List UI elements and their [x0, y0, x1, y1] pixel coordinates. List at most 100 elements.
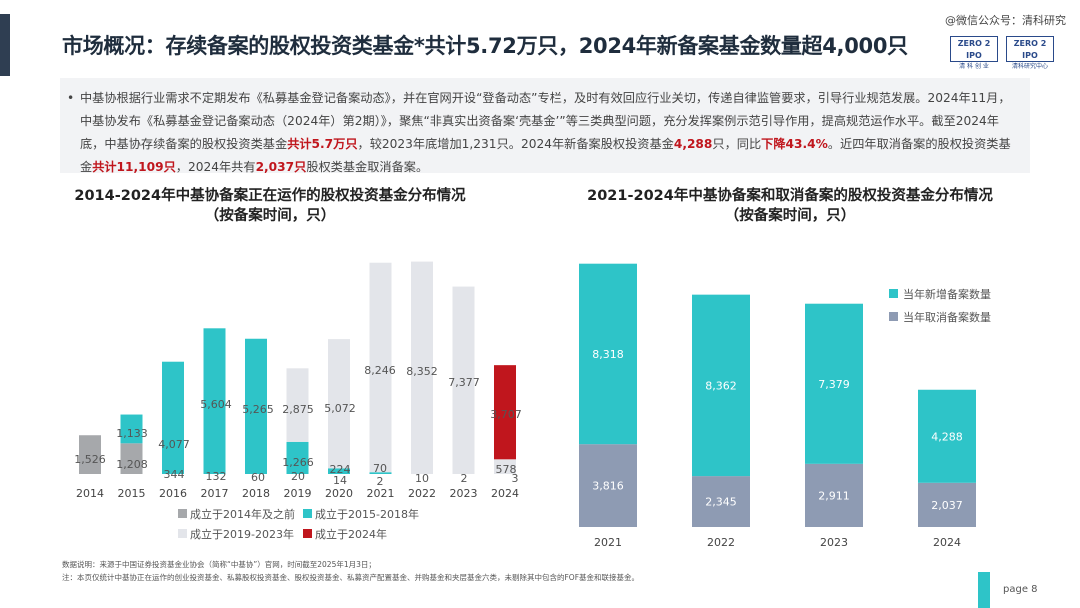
data-label-2019-2: 2,875 [282, 403, 314, 416]
bar-2024-0 [918, 482, 976, 527]
logo-left-top: ZERO 2 IPO [957, 39, 991, 60]
bullet: • [67, 91, 75, 105]
legend-swatch-2 [178, 529, 187, 538]
bar-2023-2 [452, 286, 475, 474]
page-title: 市场概况：存续备案的股权投资类基金*共计5.72万只，2024年新备案基金数量超… [62, 34, 908, 58]
data-label-2023-1: 7,379 [818, 378, 850, 391]
data-label-2020-0: 14 [333, 474, 347, 487]
bar-2022-1 [692, 294, 750, 477]
x-tick-2020: 2020 [325, 487, 353, 500]
data-label-2022-0: 2,345 [705, 496, 737, 509]
page-accent-block [978, 572, 990, 608]
x-tick-2022: 2022 [408, 487, 436, 500]
intro-highlight-4: 共计11,109只 [92, 160, 176, 174]
logo-right-bottom: 清科研究中心 [1011, 63, 1048, 70]
x-tick-2024: 2024 [491, 487, 519, 500]
data-label-2023-0: 2 [461, 472, 468, 485]
bar-2024-2 [494, 459, 516, 474]
bar-2023-1 [805, 303, 863, 464]
footer-note: 注：本页仅统计中基协正在运作的创业投资基金、私募股权投资基金、股权投资基金、私募… [62, 573, 640, 582]
intro-box: • 中基协根据行业需求不定期发布《私募基金登记备案动态》，并在官网开设“登备动态”… [60, 78, 1030, 174]
bar-2020-2 [328, 339, 350, 469]
legend-swatch-1 [889, 312, 898, 321]
intro-text-5: ，2024年共有 [175, 160, 256, 174]
legend-swatch-3 [303, 529, 312, 538]
x-tick-2017: 2017 [201, 487, 229, 500]
logo-right-top: ZERO 2 IPO [1013, 39, 1047, 60]
data-label-2021-0: 2 [377, 475, 384, 488]
data-label-2022-0: 10 [415, 472, 429, 485]
data-label-2023-1: 7,377 [448, 376, 480, 389]
right-chart-title-line1: 2021-2024年中基协备案和取消备案的股权投资基金分布情况 [587, 188, 993, 204]
left-chart-title-line1: 2014-2024年中基协备案正在运作的股权投资基金分布情况 [74, 188, 466, 204]
intro-highlight-5: 2,037只 [255, 160, 307, 174]
logo-left-bottom: 清 科 创 业 [959, 63, 989, 70]
intro-paragraph: • 中基协根据行业需求不定期发布《私募基金登记备案动态》，并在官网开设“登备动态”… [60, 78, 1030, 179]
data-label-2014-0: 1,526 [74, 453, 106, 466]
bar-2021-2 [369, 262, 392, 473]
bar-2016-1 [162, 361, 184, 474]
intro-text-4: 。近四年取消备案的股权投资类基金 [80, 137, 1011, 174]
legend-swatch-0 [178, 509, 187, 518]
intro-text-3: 只，同比 [712, 137, 762, 151]
data-label-2021-0: 3,816 [592, 480, 624, 493]
x-tick-2016: 2016 [159, 487, 187, 500]
legend-label-3: 成立于2024年 [315, 527, 387, 541]
bar-2018-1 [245, 338, 267, 474]
legend-swatch-1 [303, 509, 312, 518]
bar-2020-1 [328, 468, 350, 474]
x-tick-2015: 2015 [118, 487, 146, 500]
zero2ipo-research-logo: ZERO 2 IPO 清科研究中心 [1006, 36, 1054, 70]
data-label-2024-0: 2,037 [931, 499, 963, 512]
left-chart-title-line2: （按备案时间，只） [204, 208, 336, 224]
data-label-2015-1: 1,133 [116, 427, 148, 440]
bar-2021-1 [579, 263, 637, 445]
x-tick-2021: 2021 [367, 487, 395, 500]
x-tick-2021: 2021 [594, 536, 622, 549]
data-label-2019-1: 1,266 [282, 456, 314, 469]
data-label-2024-2: 3,707 [490, 408, 522, 421]
footer-source: 数据说明：来源于中国证券投资基金业协会（简称“中基协”）官网，时间截至2025年… [62, 560, 376, 569]
bar-2015-1 [120, 414, 143, 444]
right-chart-title-line2: （按备案时间，只） [724, 208, 856, 224]
zero2ipo-ventures-logo: ZERO 2 IPO 清 科 创 业 [950, 36, 998, 70]
intro-text-1: 中基协根据行业需求不定期发布《私募基金登记备案动态》，并在官网开设“登备动态”专… [80, 91, 1011, 151]
bar-2022-0 [692, 476, 750, 527]
x-tick-2014: 2014 [76, 487, 104, 500]
data-label-2018-1: 5,265 [242, 403, 274, 416]
data-label-2015-0: 1,208 [116, 458, 148, 471]
right-stacked-bar-chart: 3,816 8,318 2021 2,345 8,362 2022 2,911 7,379 20… [579, 263, 991, 549]
legend-label-0: 当年新增备案数量 [903, 287, 991, 301]
data-label-2021-2: 8,246 [364, 364, 396, 377]
bar-2024-1 [918, 389, 976, 483]
intro-highlight-3: 下降43.4% [761, 137, 828, 151]
bar-2019-2 [286, 368, 309, 442]
bar-2017-1 [203, 328, 226, 474]
bar-2021-1 [369, 472, 392, 474]
data-label-2016-0: 344 [164, 468, 185, 481]
x-tick-2022: 2022 [707, 536, 735, 549]
bar-2022-2 [411, 261, 433, 474]
data-label-2018-0: 60 [251, 471, 265, 484]
bar-2024-3 [494, 365, 516, 460]
data-label-2022-1: 8,352 [406, 365, 438, 378]
data-label-2021-1: 70 [373, 462, 387, 475]
data-label-2019-0: 20 [291, 470, 305, 483]
left-chart-title: 2014-2024年中基协备案正在运作的股权投资基金分布情况 （按备案时间，只） [40, 186, 500, 226]
intro-text-2: ，较2023年底增加1,231只。2024年新备案股权投资基金 [357, 137, 674, 151]
legend-label-1: 成立于2015-2018年 [315, 507, 419, 521]
data-label-2017-0: 132 [206, 470, 227, 483]
x-tick-2019: 2019 [284, 487, 312, 500]
page-number: page 8 [1003, 584, 1038, 595]
data-label-2020-2: 5,072 [324, 402, 356, 415]
data-label-2024-1: 578 [496, 463, 517, 476]
legend-label-0: 成立于2014年及之前 [190, 507, 295, 521]
legend-swatch-0 [889, 289, 898, 298]
data-label-2020-1: 224 [330, 463, 351, 476]
x-tick-2023: 2023 [820, 536, 848, 549]
x-tick-2018: 2018 [242, 487, 270, 500]
data-label-2022-1: 8,362 [705, 379, 737, 392]
bar-2019-1 [286, 441, 309, 474]
x-tick-2023: 2023 [450, 487, 478, 500]
